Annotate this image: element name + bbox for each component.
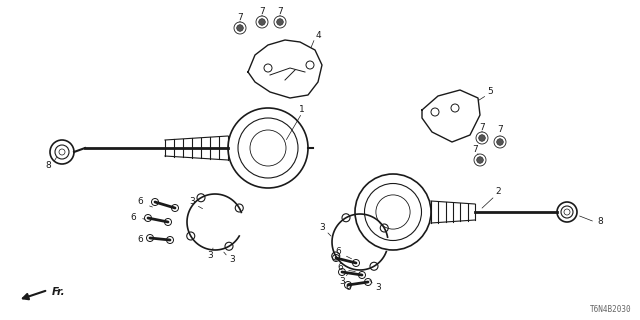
Text: 3: 3 <box>207 252 213 260</box>
Text: 4: 4 <box>315 30 321 39</box>
Text: 7: 7 <box>277 7 283 17</box>
Text: 6: 6 <box>137 236 143 244</box>
Text: 3: 3 <box>339 277 345 286</box>
Text: 6: 6 <box>345 284 351 292</box>
Text: 7: 7 <box>259 7 265 17</box>
Text: 7: 7 <box>237 13 243 22</box>
Circle shape <box>477 157 483 163</box>
Text: 6: 6 <box>130 213 136 222</box>
Circle shape <box>479 135 485 141</box>
Text: 6: 6 <box>137 197 143 206</box>
Text: T6N4B2030: T6N4B2030 <box>590 306 632 315</box>
Text: 2: 2 <box>495 188 501 196</box>
Text: 7: 7 <box>497 125 503 134</box>
Text: 8: 8 <box>45 161 51 170</box>
Text: 5: 5 <box>487 87 493 97</box>
Circle shape <box>497 139 503 145</box>
Text: 6: 6 <box>337 263 343 273</box>
Text: 6: 6 <box>335 247 341 257</box>
Text: 3: 3 <box>319 223 325 233</box>
Circle shape <box>259 19 266 25</box>
Text: 3: 3 <box>189 197 195 206</box>
Circle shape <box>237 25 243 31</box>
Text: Fr.: Fr. <box>52 287 66 297</box>
Text: 8: 8 <box>597 218 603 227</box>
Text: 3: 3 <box>229 255 235 265</box>
Circle shape <box>276 19 284 25</box>
Text: 7: 7 <box>479 124 485 132</box>
Text: 1: 1 <box>299 106 305 115</box>
Text: 7: 7 <box>472 146 478 155</box>
Text: 3: 3 <box>375 284 381 292</box>
